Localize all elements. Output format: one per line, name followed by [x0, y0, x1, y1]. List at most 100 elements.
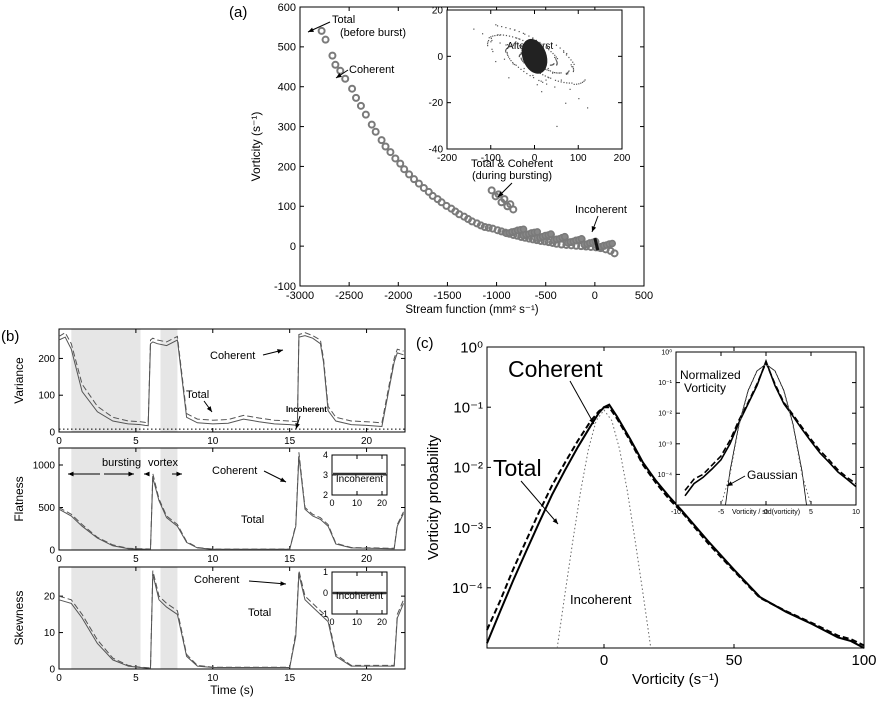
label-arrow: [520, 480, 559, 525]
inset-point: [492, 35, 494, 37]
inset-point: [560, 79, 562, 81]
y-tick-label: 0: [437, 52, 443, 63]
inset-point: [556, 64, 558, 66]
inset-point: [517, 66, 520, 68]
inset-point: [519, 45, 521, 47]
inset-point: [578, 98, 580, 100]
label-total: Total: [493, 455, 542, 481]
y-tick-label: 200: [38, 354, 55, 365]
inset-point: [563, 51, 565, 53]
plot-frame: [58, 328, 406, 433]
inset-point: [523, 70, 525, 73]
x-tick-label: -1000: [483, 290, 511, 302]
inset-point: [508, 46, 510, 48]
inset-point: [563, 50, 565, 52]
inset-point: [568, 82, 570, 84]
inset-point: [482, 33, 484, 35]
scatter-point: [371, 127, 380, 136]
inset-point: [555, 72, 557, 74]
inset-point: [565, 73, 568, 75]
inset-line-coherent: [684, 360, 857, 491]
inset-point: [522, 39, 524, 42]
inset-point: [563, 81, 565, 84]
inset-point: [486, 43, 489, 45]
inset-point: [544, 68, 547, 70]
x-tick-label: 15: [284, 554, 296, 565]
inset-point: [555, 58, 557, 60]
inset-point: [506, 44, 509, 46]
x-tick-label: 0: [56, 554, 62, 565]
inset-point: [519, 53, 521, 56]
scatter-point: [361, 110, 370, 119]
scatter-point: [396, 159, 405, 168]
inset-point: [522, 32, 525, 34]
region-arrow-head: [176, 471, 182, 477]
annotation-total-coherent: Total & Coherent: [471, 158, 553, 170]
scatter-point: [352, 93, 361, 102]
y-tick-label: 500: [38, 503, 55, 514]
inset-point: [570, 59, 572, 61]
inset-point: [550, 77, 552, 79]
label-arrow-head: [589, 418, 594, 424]
inset-point: [521, 59, 523, 61]
y-tick-label: 500: [278, 42, 296, 54]
inset-point: [528, 35, 530, 37]
x-tick-label: -2500: [335, 290, 363, 302]
scatter-point: [386, 148, 395, 157]
x-tick-label: 50: [726, 652, 743, 669]
inset-point: [552, 72, 554, 74]
scatter-point: [367, 120, 376, 129]
scatter-point: [356, 101, 365, 110]
inset-point: [552, 52, 554, 55]
y-tick-label: 10⁻¹: [453, 399, 483, 416]
inset-point: [554, 56, 556, 59]
inset-point: [549, 64, 552, 66]
plot-frame: [58, 447, 406, 551]
inset-point: [506, 51, 508, 54]
y-axis-label: Vorticity probability: [425, 434, 442, 560]
y-tick-label: 4: [323, 450, 328, 460]
y-tick-label: 0: [290, 241, 296, 253]
y-tick-label: 0: [49, 546, 55, 557]
y-axis-label: Vorticity (s⁻¹): [249, 112, 263, 182]
label-total: Total: [241, 514, 264, 526]
inset-point: [536, 84, 538, 86]
x-tick-label: -5: [718, 509, 724, 516]
region-arrow-head: [68, 471, 74, 477]
inset-point: [544, 75, 546, 77]
y-tick-label: 10⁻³: [453, 520, 483, 537]
inset-point: [572, 70, 575, 73]
inset-point: [517, 47, 519, 49]
scatter-point: [419, 183, 428, 192]
inset-point: [501, 26, 503, 28]
inset-point: [505, 44, 507, 46]
x-tick-label: 10: [352, 617, 362, 627]
inset-point: [488, 37, 490, 39]
y-tick-label: 10⁰: [661, 348, 672, 356]
x-tick-label: 0: [329, 617, 334, 627]
scatter-point: [476, 221, 485, 230]
series-line-coherent: [58, 570, 404, 669]
inset-point: [505, 34, 508, 37]
inset-point: [545, 47, 547, 49]
inset-point: [580, 82, 582, 84]
inset-point: [512, 36, 514, 38]
inset-point: [557, 80, 559, 82]
inset-point: [523, 62, 525, 64]
inset-point: [578, 83, 580, 85]
x-tick-label: 20: [361, 436, 373, 447]
inset-point: [518, 38, 520, 40]
x-tick-label: 5: [809, 509, 813, 516]
label-coherent: Coherent: [194, 574, 239, 586]
label-total: Total: [186, 389, 209, 401]
shaded-region: [71, 329, 141, 432]
scatter-point: [509, 205, 518, 214]
inset-point: [555, 56, 557, 58]
inset-point: [494, 35, 496, 37]
plot-frame: [299, 6, 645, 287]
x-tick-label: 20: [361, 554, 373, 565]
scatter-point: [405, 170, 414, 179]
inset-point: [499, 42, 501, 44]
